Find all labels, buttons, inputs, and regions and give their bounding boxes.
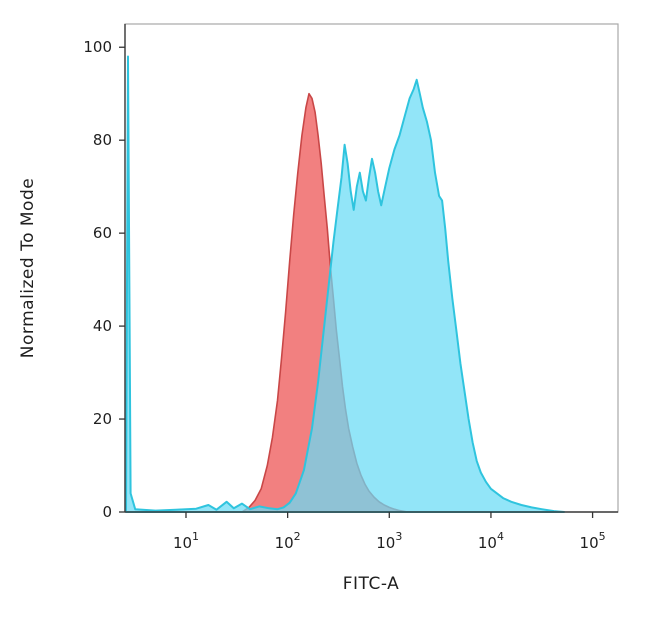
plot-area: 101 102 103 104 105 0 20 40 60 80 100 [83, 23, 619, 552]
x-tick-label: 103 [376, 530, 402, 552]
y-tick-label: 60 [93, 224, 112, 242]
x-tick-label: 101 [173, 530, 199, 552]
x-tick-label: 104 [478, 530, 504, 552]
y-tick-label: 80 [93, 131, 112, 149]
x-tick-label: 105 [580, 530, 606, 552]
y-axis-label: Normalized To Mode [18, 178, 38, 358]
y-tick-label: 0 [102, 503, 112, 521]
y-tick-label: 20 [93, 410, 112, 428]
y-tick-label: 100 [83, 38, 112, 56]
x-tick-label: 102 [275, 530, 301, 552]
series-cyan-population-area [125, 55, 566, 513]
x-axis-label: FITC-A [343, 574, 399, 594]
y-tick-label: 40 [93, 317, 112, 335]
